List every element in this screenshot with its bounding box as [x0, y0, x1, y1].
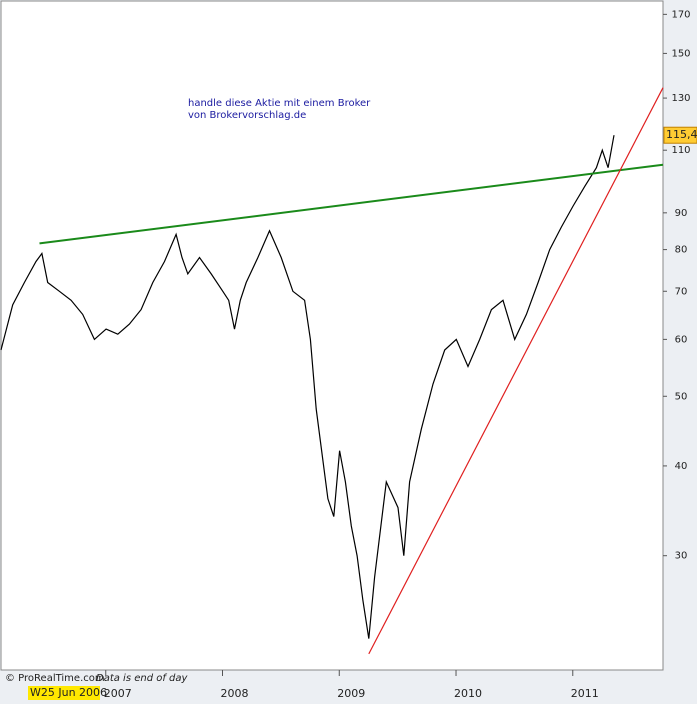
y-tick-label: 150: [671, 48, 690, 59]
note: Data is end of day: [96, 673, 189, 684]
y-tick-label: 50: [675, 391, 688, 402]
start-label: W25 Jun 2006: [30, 686, 107, 699]
x-tick-label: 2007: [104, 687, 132, 700]
last-value-label: 115,41: [666, 128, 697, 141]
trend-line: [368, 87, 664, 655]
copyright: © ProRealTime.com: [5, 673, 105, 684]
x-tick-label: 2011: [571, 687, 599, 700]
price-line: [0, 135, 615, 639]
annotation: handle diese Aktie mit einem Broker: [188, 98, 371, 109]
y-tick-label: 70: [675, 286, 688, 297]
y-tick-label: 30: [675, 551, 688, 562]
start-label-box: [28, 686, 100, 700]
y-tick-label: 80: [675, 245, 688, 256]
y-tick-label: 90: [675, 208, 688, 219]
annotation: von Brokervorschlag.de: [188, 110, 306, 121]
y-tick-label: 40: [675, 461, 688, 472]
y-tick-label: 170: [671, 9, 690, 20]
y-tick-label: 110: [671, 145, 690, 156]
trend-line: [39, 163, 664, 245]
last-value-box: [663, 126, 697, 144]
x-tick-label: 2010: [454, 687, 482, 700]
y-tick-label: 130: [671, 93, 690, 104]
y-tick-label: 60: [675, 334, 688, 345]
plot-area: [0, 0, 664, 671]
x-tick-label: 2008: [221, 687, 249, 700]
x-tick-label: 2009: [337, 687, 365, 700]
